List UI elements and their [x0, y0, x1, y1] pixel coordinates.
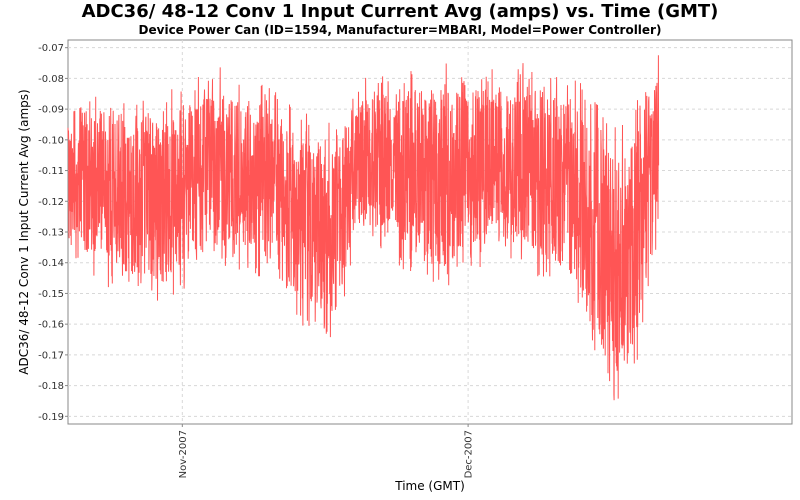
- y-tick-label: -0.18: [38, 381, 64, 392]
- y-tick-label: -0.07: [38, 43, 64, 54]
- chart-title: ADC36/ 48-12 Conv 1 Input Current Avg (a…: [81, 1, 719, 22]
- y-axis: -0.07 -0.08 -0.09 -0.10 -0.11 -0.12 -0.13 -0.14…: [38, 43, 68, 423]
- y-tick-label: -0.12: [38, 197, 64, 208]
- y-tick-label: -0.11: [38, 166, 64, 177]
- y-tick-label: -0.16: [38, 320, 64, 331]
- y-tick-label: -0.10: [38, 135, 64, 146]
- y-tick-label: -0.14: [38, 258, 64, 269]
- y-tick-label: -0.08: [38, 74, 64, 85]
- y-tick-label: -0.17: [38, 350, 64, 361]
- x-tick-label: Dec-2007: [464, 430, 475, 478]
- y-tick-label: -0.09: [38, 105, 64, 116]
- x-axis: Nov-2007 Dec-2007: [178, 424, 475, 478]
- y-tick-label: -0.13: [38, 228, 64, 239]
- x-tick-label: Nov-2007: [178, 430, 189, 478]
- series-line: [67, 55, 660, 401]
- y-tick-label: -0.19: [38, 412, 64, 423]
- series-group: [67, 55, 660, 401]
- chart-subtitle: Device Power Can (ID=1594, Manufacturer=…: [138, 23, 662, 37]
- x-axis-label: Time (GMT): [394, 479, 465, 493]
- y-axis-label: ADC36/ 48-12 Conv 1 Input Current Avg (a…: [17, 89, 31, 374]
- y-tick-label: -0.15: [38, 289, 64, 300]
